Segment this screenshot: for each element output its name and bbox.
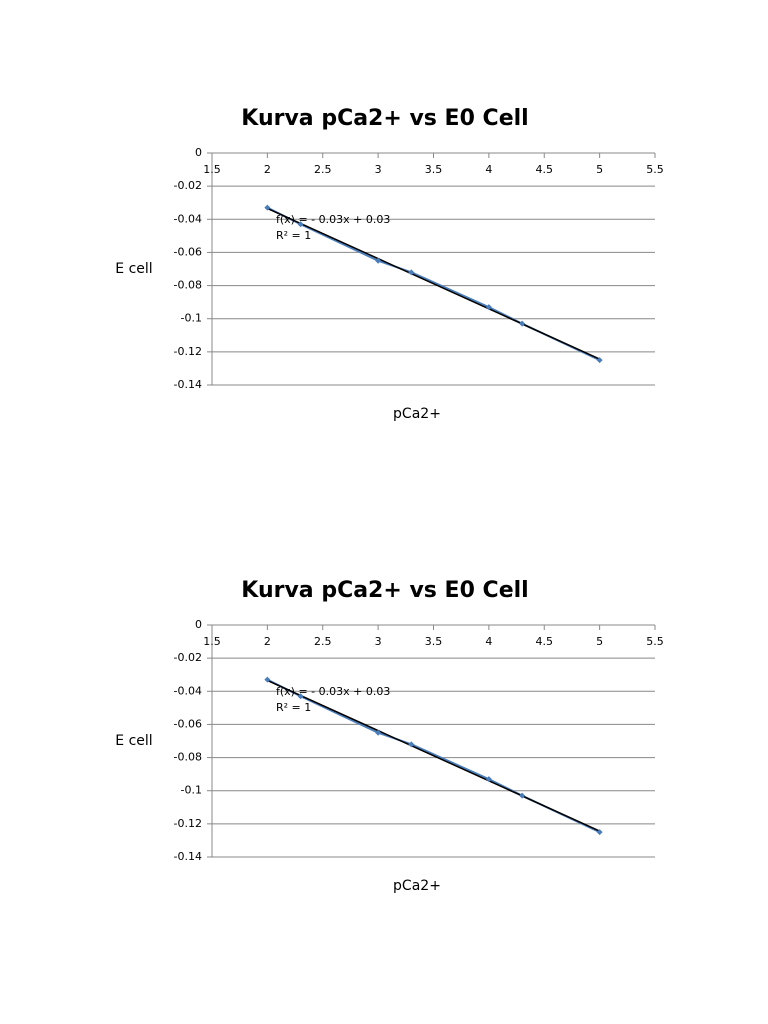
annotation: R² = 1 xyxy=(276,229,311,242)
x-tick-label: 5 xyxy=(596,635,603,648)
x-tick-label: 5 xyxy=(596,163,603,176)
data-point xyxy=(596,357,603,364)
y-tick-label: -0.08 xyxy=(174,279,202,292)
y-tick-label: 0 xyxy=(195,146,202,159)
x-axis-title: pCa2+ xyxy=(393,878,441,894)
x-tick-label: 4.5 xyxy=(536,635,554,648)
x-tick-label: 5.5 xyxy=(646,635,664,648)
chart-title: Kurva pCa2+ vs E0 Cell xyxy=(241,578,528,603)
trendline xyxy=(267,679,600,832)
data-point xyxy=(519,792,526,799)
y-tick-label: 0 xyxy=(195,618,202,631)
x-tick-label: 4 xyxy=(485,635,492,648)
x-tick-label: 3 xyxy=(375,635,382,648)
y-tick-label: -0.06 xyxy=(174,245,202,258)
y-axis-title: E cell xyxy=(115,261,152,277)
x-axis-title: pCa2+ xyxy=(393,406,441,422)
y-tick-label: -0.06 xyxy=(174,717,202,730)
chart-title: Kurva pCa2+ vs E0 Cell xyxy=(241,106,528,131)
x-tick-label: 2 xyxy=(264,635,271,648)
x-tick-label: 2.5 xyxy=(314,163,332,176)
x-tick-label: 3 xyxy=(375,163,382,176)
data-point xyxy=(264,676,271,683)
trendline xyxy=(267,207,600,360)
data-point xyxy=(297,693,304,700)
data-point xyxy=(375,729,382,736)
data-point xyxy=(264,204,271,211)
chart: Kurva pCa2+ vs E0 Cell E cell pCa2+ 0 -0.02 -… xyxy=(115,578,663,894)
y-tick-label: -0.12 xyxy=(174,345,202,358)
x-tick-label: 3.5 xyxy=(425,163,443,176)
y-tick-label: -0.14 xyxy=(174,378,202,391)
annotation: f(x) = - 0.03x + 0.03 xyxy=(276,685,390,698)
y-tick-label: -0.08 xyxy=(174,751,202,764)
x-tick-label: 4.5 xyxy=(536,163,554,176)
data-point xyxy=(297,221,304,228)
x-tick-label: 1.5 xyxy=(203,163,221,176)
data-point xyxy=(485,776,492,783)
y-tick-label: -0.1 xyxy=(181,312,202,325)
x-tick-label: 2.5 xyxy=(314,635,332,648)
data-point xyxy=(596,829,603,836)
y-tick-label: -0.12 xyxy=(174,817,202,830)
y-tick-label: -0.02 xyxy=(174,651,202,664)
x-tick-label: 5.5 xyxy=(646,163,664,176)
x-tick-label: 4 xyxy=(485,163,492,176)
x-tick-label: 1.5 xyxy=(203,635,221,648)
annotation: R² = 1 xyxy=(276,701,311,714)
data-point xyxy=(408,741,415,748)
y-tick-label: -0.04 xyxy=(174,212,202,225)
data-point xyxy=(485,304,492,311)
y-tick-label: -0.02 xyxy=(174,179,202,192)
data-point xyxy=(375,257,382,264)
data-point xyxy=(408,269,415,276)
chart: Kurva pCa2+ vs E0 Cell E cell pCa2+ 0 -0.02 -… xyxy=(115,106,663,422)
x-tick-label: 2 xyxy=(264,163,271,176)
data-point xyxy=(519,320,526,327)
annotation: f(x) = - 0.03x + 0.03 xyxy=(276,213,390,226)
y-tick-label: -0.1 xyxy=(181,784,202,797)
y-tick-label: -0.14 xyxy=(174,850,202,863)
x-tick-label: 3.5 xyxy=(425,635,443,648)
y-tick-label: -0.04 xyxy=(174,684,202,697)
y-axis-title: E cell xyxy=(115,733,152,749)
